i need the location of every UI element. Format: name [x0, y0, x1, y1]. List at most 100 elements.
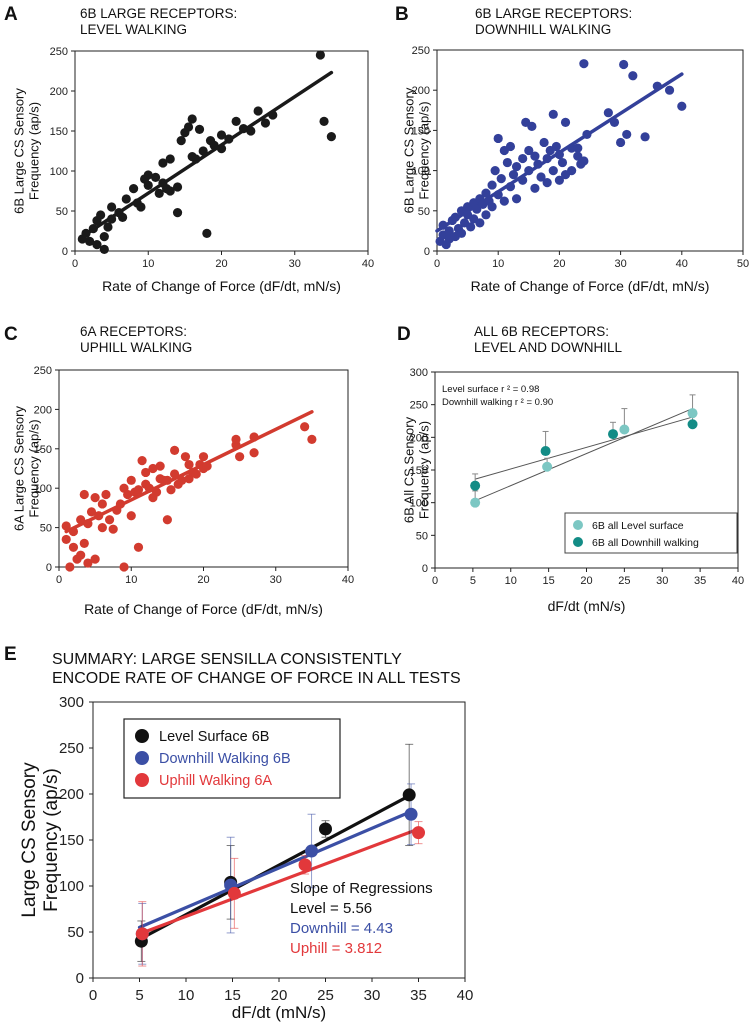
x-tick-label: 40	[732, 575, 744, 587]
x-tick-label: 5	[470, 575, 476, 587]
data-point	[108, 524, 118, 534]
panel-title: 6B LARGE RECEPTORS:	[80, 6, 237, 21]
data-point	[530, 151, 540, 161]
y-tick-label: 50	[418, 206, 430, 218]
data-point	[79, 489, 89, 500]
data-point	[170, 469, 180, 479]
data-point	[191, 154, 201, 164]
data-point	[557, 157, 568, 168]
data-point	[235, 452, 245, 462]
data-point	[172, 182, 183, 192]
panel-title: LEVEL AND DOWNHILL	[474, 340, 623, 355]
y-axis-label: 6A Large CS Sensory	[12, 405, 27, 531]
data-point	[76, 515, 86, 525]
data-point	[126, 511, 136, 521]
y-axis-label: Frequency (ap/s)	[41, 768, 62, 912]
data-point	[511, 194, 522, 204]
x-tick-label: 0	[89, 987, 97, 1004]
data-point	[118, 212, 128, 222]
data-point	[677, 101, 687, 111]
data-point	[542, 178, 552, 188]
data-point	[121, 194, 131, 204]
y-tick-label: 300	[59, 694, 84, 711]
data-point	[505, 182, 516, 192]
legend-box	[123, 718, 341, 799]
data-point	[136, 202, 146, 212]
x-tick-label: 30	[614, 258, 626, 270]
data-point	[202, 461, 212, 471]
data-point	[83, 558, 93, 568]
x-tick-label: 20	[197, 574, 209, 586]
data-point	[628, 71, 638, 81]
data-point	[298, 858, 312, 872]
x-tick-label: 10	[125, 574, 137, 586]
data-point	[616, 137, 626, 148]
data-point	[554, 175, 565, 185]
x-tick-label: 35	[410, 987, 427, 1004]
data-point	[687, 408, 698, 419]
data-point	[202, 228, 212, 238]
data-point	[567, 166, 577, 176]
y-tick-label: 250	[412, 45, 430, 57]
data-point	[216, 130, 227, 140]
panel-title: SUMMARY: LARGE SENSILLA CONSISTENTLY	[52, 651, 402, 668]
legend-marker	[135, 729, 149, 743]
data-point	[143, 180, 153, 190]
y-axis-label: Frequency (ap/s)	[417, 421, 432, 519]
data-point	[162, 475, 172, 485]
data-point	[180, 452, 191, 462]
data-point	[300, 422, 310, 432]
panel-e: 0 5 10 15 20 25 30 35 40 0 50 100 150 200 250 300 dF/dt …	[4, 644, 473, 1022]
data-point	[609, 117, 620, 127]
x-tick-label: 10	[492, 258, 504, 270]
data-point	[99, 232, 109, 242]
x-tick-label: 30	[289, 258, 301, 270]
data-point	[227, 886, 241, 900]
data-point	[533, 159, 543, 169]
x-axis-label: dF/dt (mN/s)	[232, 1003, 326, 1022]
y-tick-label: 250	[59, 740, 84, 757]
data-point	[508, 170, 519, 180]
y-tick-label: 0	[62, 246, 68, 258]
y-tick-label: 200	[412, 85, 430, 97]
y-axis-label: Frequency (ap/s)	[27, 419, 42, 517]
plot-frame	[436, 49, 744, 252]
slope-downhill: Downhill = 4.43	[290, 920, 393, 937]
x-tick-label: 15	[543, 575, 555, 587]
x-tick-label: 10	[505, 575, 517, 587]
data-point	[107, 202, 117, 212]
data-point	[90, 554, 100, 564]
data-point	[129, 184, 139, 194]
legend-marker	[135, 773, 149, 787]
y-tick-label: 50	[56, 206, 68, 218]
x-axis-label: dF/dt (mN/s)	[548, 598, 626, 614]
data-point	[79, 538, 89, 548]
x-axis-label: Rate of Change of Force (dF/dt, mN/s)	[84, 601, 323, 617]
data-point	[573, 143, 583, 153]
x-axis-label: Rate of Change of Force (dF/dt, mN/s)	[471, 278, 710, 294]
data-point	[319, 822, 332, 836]
y-tick-label: 250	[50, 46, 68, 58]
x-tick-label: 0	[72, 258, 78, 270]
data-point	[511, 161, 522, 172]
data-point	[505, 141, 516, 152]
panel-b: 0 10 20 30 40 50 0 50 100 150 200 250 Rate of Change…	[395, 4, 749, 294]
data-point	[183, 122, 194, 132]
x-tick-label: 30	[656, 575, 668, 587]
data-point	[119, 562, 129, 572]
data-point	[466, 222, 476, 232]
y-tick-label: 150	[410, 465, 428, 477]
data-point	[249, 448, 259, 458]
data-point	[540, 446, 551, 457]
r-squared-annotation: Level surface r ² = 0.98	[442, 384, 539, 395]
data-point	[249, 432, 259, 442]
x-tick-label: 40	[457, 987, 474, 1004]
data-point	[162, 515, 172, 525]
data-point	[166, 485, 176, 495]
data-point	[198, 146, 208, 156]
y-tick-label: 0	[76, 970, 84, 987]
data-point	[475, 218, 485, 228]
data-point	[144, 483, 154, 493]
data-point	[126, 475, 136, 485]
slope-uphill: Uphill = 3.812	[290, 940, 382, 957]
